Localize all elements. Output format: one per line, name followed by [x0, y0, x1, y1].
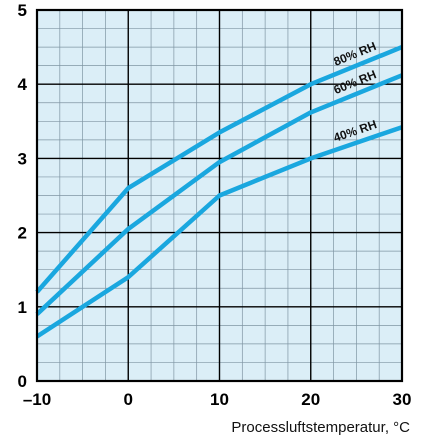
series-line-60-rh: [35, 73, 403, 316]
y-tick-label: 5: [18, 1, 27, 20]
y-tick-label: 2: [18, 224, 27, 243]
y-tick-label: 4: [18, 75, 28, 94]
plot-frame: [35, 8, 404, 383]
y-tick-label: 1: [18, 298, 27, 317]
y-tick-label: 0: [18, 372, 27, 391]
x-tick-label: 30: [393, 390, 412, 409]
x-axis-title: Processluftstemperatur, °C: [231, 419, 410, 436]
x-tick-label: 10: [210, 390, 229, 409]
x-tick-label: –10: [23, 390, 51, 409]
series-lines: [35, 45, 403, 339]
x-tick-label: 20: [301, 390, 320, 409]
x-tick-label: 0: [124, 390, 133, 409]
series-line-40-rh: [35, 125, 403, 339]
series-line-80-rh: [35, 45, 403, 294]
y-tick-label: 3: [18, 149, 27, 168]
